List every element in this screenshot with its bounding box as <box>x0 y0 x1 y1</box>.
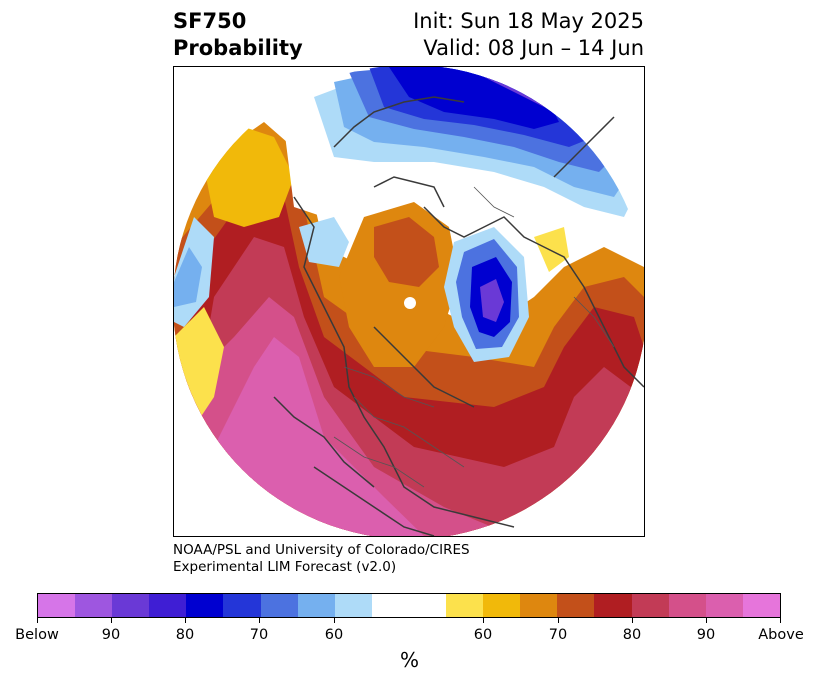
coastlines <box>273 96 644 536</box>
colorbar-segment <box>112 594 150 617</box>
colorbar-tick-label: 60 <box>324 627 344 643</box>
colorbar-tick <box>37 618 38 623</box>
credit-text: NOAA/PSL and University of Colorado/CIRE… <box>173 542 470 576</box>
colorbar-tick-label: Above <box>758 627 804 643</box>
valid-dates: Valid: 08 Jun – 14 Jun <box>423 36 644 60</box>
colorbar-segment <box>668 594 706 617</box>
colorbar-tick <box>632 618 633 623</box>
colorbar-tick <box>334 618 335 623</box>
map-field <box>174 67 644 536</box>
colorbar-tick <box>259 618 260 623</box>
credit-line-1: NOAA/PSL and University of Colorado/CIRE… <box>173 542 470 558</box>
plot-title: SF750 Probability <box>173 8 303 62</box>
colorbar-tick-label: 80 <box>622 627 642 643</box>
colorbar-tick <box>558 618 559 623</box>
colorbar-units: % <box>399 648 419 672</box>
colorbar-segment <box>705 594 743 617</box>
colorbar-segment <box>742 594 780 617</box>
colorbar-segment <box>446 594 484 617</box>
colorbar-segment <box>520 594 558 617</box>
borders <box>333 186 615 488</box>
colorbar-segment <box>483 594 521 617</box>
colorbar-segment <box>223 594 261 617</box>
colorbar-segment <box>557 594 595 617</box>
colorbar-tick-label: 70 <box>548 627 568 643</box>
colorbar-segment <box>186 594 224 617</box>
colorbar-ticks: Below 90 80 70 60 60 70 80 90 Above <box>15 618 804 643</box>
colorbar-segment <box>371 594 409 617</box>
probability-map <box>174 67 644 536</box>
colorbar-tick-label: 60 <box>473 627 493 643</box>
colorbar-tick-label: Below <box>15 627 59 643</box>
forecast-dates: Init: Sun 18 May 2025 Valid: 08 Jun – 14… <box>413 8 644 62</box>
colorbar-tick-label: 70 <box>249 627 269 643</box>
colorbar-segment <box>297 594 335 617</box>
colorbar-segment <box>149 594 187 617</box>
map-panel <box>173 66 645 537</box>
colorbar-segment <box>408 594 447 617</box>
colorbar-segment <box>334 594 372 617</box>
colorbar-segment <box>75 594 113 617</box>
credit-line-2: Experimental LIM Forecast (v2.0) <box>173 559 397 575</box>
colorbar-segment <box>631 594 669 617</box>
colorbar-tick-label: 90 <box>696 627 716 643</box>
variable-title: SF750 <box>173 9 247 33</box>
colorbar-tick <box>111 618 112 623</box>
colorbar-segment <box>38 594 76 617</box>
probability-subtitle: Probability <box>173 36 303 60</box>
colorbar <box>37 593 781 618</box>
colorbar-tick <box>706 618 707 623</box>
colorbar-tick <box>483 618 484 623</box>
colorbar-segment <box>594 594 632 617</box>
init-date: Init: Sun 18 May 2025 <box>413 9 644 33</box>
colorbar-tick-label: 90 <box>101 627 121 643</box>
colorbar-tick-label: 80 <box>175 627 195 643</box>
colorbar-segment <box>260 594 298 617</box>
colorbar-tick <box>780 618 781 623</box>
colorbar-tick <box>185 618 186 623</box>
